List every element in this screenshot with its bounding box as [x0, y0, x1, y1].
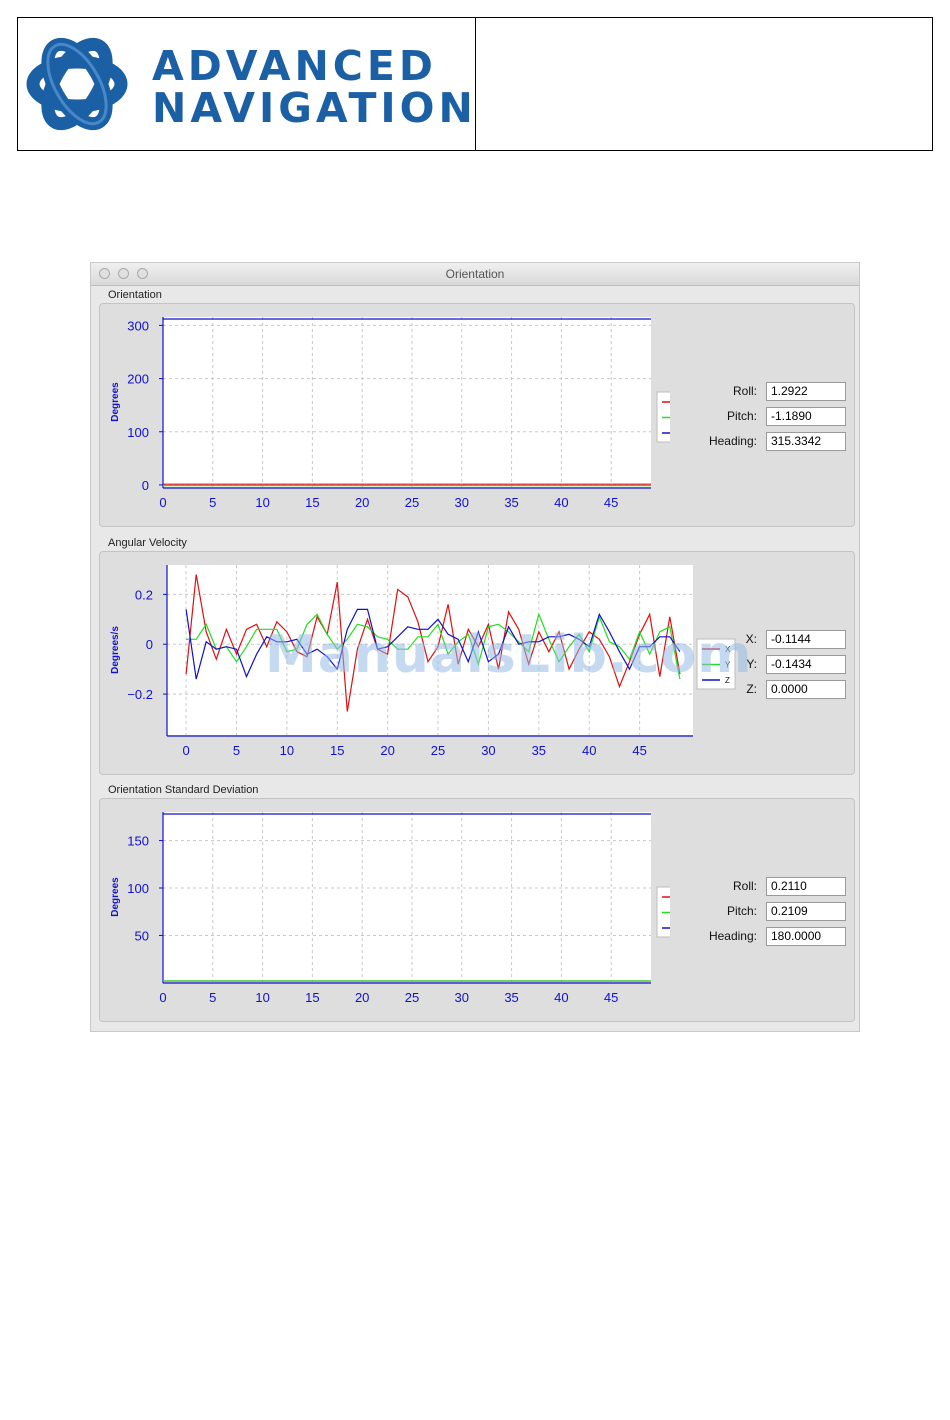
advanced-navigation-logo-icon — [26, 37, 128, 131]
x-label: X: — [745, 632, 757, 646]
minimize-window-button[interactable] — [118, 268, 129, 279]
x-tick-label: 10 — [280, 743, 294, 758]
series-y-line — [186, 612, 681, 680]
y-tick-label: 100 — [127, 425, 149, 440]
x-tick-label: 10 — [255, 990, 269, 1005]
y-value-field[interactable]: -0.1434 — [766, 655, 846, 674]
legend-label-y: Y — [725, 661, 731, 670]
pitch-value-field[interactable]: -1.1890 — [766, 407, 846, 426]
orientation-std-chart: 05101520253035404550100150DegreesRPH — [110, 812, 670, 1005]
legend-label-z: Z — [725, 676, 730, 685]
x-tick-label: 30 — [455, 495, 469, 510]
y-axis-label: Degrees/s — [110, 626, 121, 674]
x-tick-label: 30 — [481, 743, 495, 758]
x-tick-label: 15 — [330, 743, 344, 758]
window-titlebar[interactable]: Orientation — [91, 263, 859, 286]
x-tick-label: 40 — [582, 743, 596, 758]
orientation-window: Orientation Orientation 0 5 10 15 20 25 30 35 40… — [90, 262, 860, 1032]
y-tick-label: 150 — [127, 834, 149, 849]
x-tick-label: 15 — [305, 990, 319, 1005]
y-tick-label: 100 — [127, 881, 149, 896]
x-tick-label: 5 — [209, 990, 216, 1005]
x-tick-label: 25 — [431, 743, 445, 758]
x-tick-label: 35 — [504, 990, 518, 1005]
x-tick-label: 45 — [632, 743, 646, 758]
x-tick-label: 35 — [504, 495, 518, 510]
x-tick-label: 20 — [380, 743, 394, 758]
y-tick-label: 50 — [135, 928, 149, 943]
series-x-line — [185, 574, 681, 712]
roll-value-field[interactable]: 1.2922 — [766, 382, 846, 401]
x-tick-label: 45 — [604, 495, 618, 510]
plot-area — [163, 317, 651, 487]
x-value-field[interactable]: -0.1144 — [766, 630, 846, 649]
y-tick-label: 200 — [127, 372, 149, 387]
z-label: Z: — [746, 682, 757, 696]
x-tick-label: 10 — [255, 495, 269, 510]
x-tick-label: 5 — [233, 743, 240, 758]
x-tick-label: 25 — [405, 495, 419, 510]
document-header: ADVANCED NAVIGATION — [17, 17, 933, 151]
series-z-line — [185, 608, 681, 680]
x-tick-label: 20 — [355, 495, 369, 510]
std-heading-label: Heading: — [708, 929, 757, 943]
angular-velocity-group-label: Angular Velocity — [108, 537, 187, 549]
std-roll-label: Roll: — [732, 879, 757, 893]
x-tick-label: 5 — [209, 495, 216, 510]
y-axis-label: Degrees — [110, 877, 121, 917]
std-heading-value-field[interactable]: 180.0000 — [766, 927, 846, 946]
y-tick-label: 0 — [146, 637, 153, 652]
brand-line-2: NAVIGATION — [152, 84, 477, 132]
orientation-chart: 0510152025303540450100200300DegreesRPH — [110, 317, 670, 510]
x-tick-label: 40 — [554, 990, 568, 1005]
legend-label-x: X — [725, 645, 731, 654]
x-tick-label: 40 — [554, 495, 568, 510]
x-tick-label: 35 — [532, 743, 546, 758]
x-tick-label: 0 — [159, 495, 166, 510]
zoom-window-button[interactable] — [137, 268, 148, 279]
x-tick-label: 25 — [405, 990, 419, 1005]
orientation-std-group: 05101520253035404550100150DegreesRPH Rol… — [99, 798, 855, 1022]
watermark: ManualsLib.com — [265, 625, 753, 685]
close-window-button[interactable] — [99, 268, 110, 279]
orientation-group: 0510152025303540450100200300DegreesRPH R… — [99, 303, 855, 527]
header-divider — [475, 18, 476, 150]
orientation-group-label: Orientation — [108, 289, 162, 301]
window-title: Orientation — [445, 267, 505, 281]
y-axis-label: Degrees — [110, 382, 121, 422]
x-tick-label: 45 — [604, 990, 618, 1005]
std-pitch-value-field[interactable]: 0.2109 — [766, 902, 846, 921]
std-roll-value-field[interactable]: 0.2110 — [766, 877, 846, 896]
y-label: Y: — [746, 657, 757, 671]
heading-value-field[interactable]: 315.3342 — [766, 432, 846, 451]
roll-label: Roll: — [732, 384, 757, 398]
z-value-field[interactable]: 0.0000 — [766, 680, 846, 699]
angular-velocity-chart: 0 5 10 15 20 25 30 35 40 45 −0.2 0 0.2 Degrees/s XYZ — [110, 565, 736, 758]
y-tick-label: −0.2 — [127, 687, 153, 702]
x-tick-label: 0 — [182, 743, 189, 758]
std-pitch-label: Pitch: — [726, 904, 757, 918]
heading-label: Heading: — [708, 434, 757, 448]
x-tick-label: 20 — [355, 990, 369, 1005]
x-tick-label: 15 — [305, 495, 319, 510]
y-tick-label: 0.2 — [135, 587, 153, 602]
x-tick-label: 0 — [159, 990, 166, 1005]
plot-area — [163, 812, 651, 982]
y-tick-label: 0 — [142, 478, 149, 493]
angular-velocity-group: 0 5 10 15 20 25 30 35 40 45 −0.2 0 0.2 Degrees/s X Y Z X… — [99, 551, 855, 775]
pitch-label: Pitch: — [726, 409, 757, 423]
y-tick-label: 300 — [127, 318, 149, 333]
brand-line-1: ADVANCED — [152, 42, 437, 90]
x-tick-label: 30 — [455, 990, 469, 1005]
orientation-std-group-label: Orientation Standard Deviation — [108, 784, 259, 796]
